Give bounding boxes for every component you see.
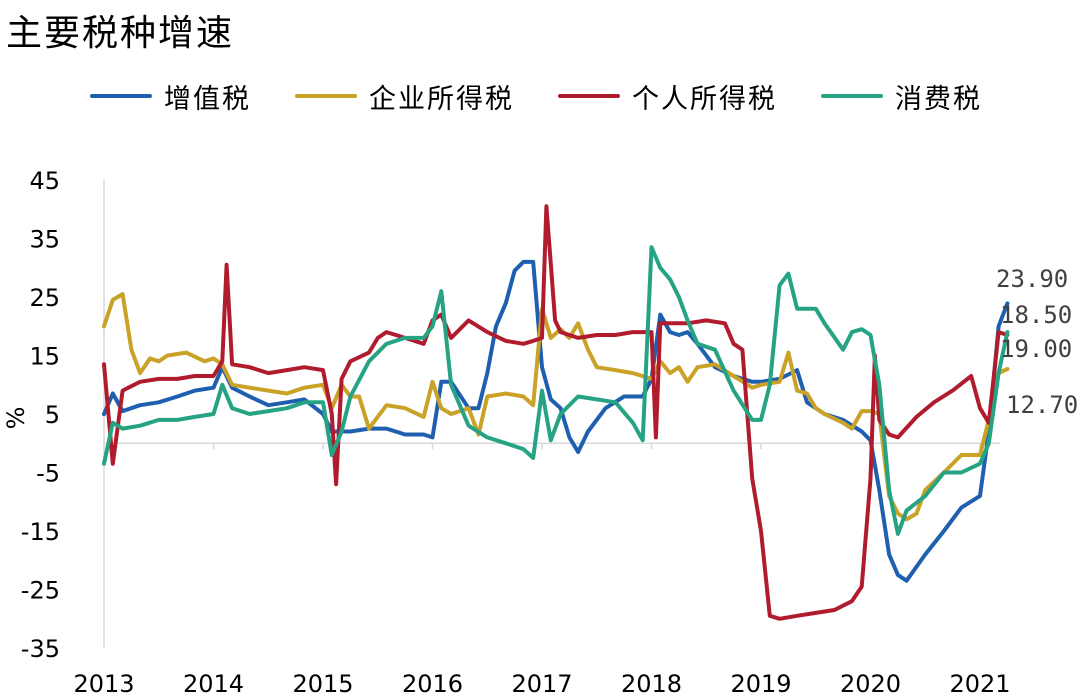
legend-item-personal-tax: 个人所得税 (558, 77, 777, 116)
series-line-0 (102, 259, 1010, 583)
legend-label-consumption-tax: 消费税 (895, 83, 982, 115)
y-tick-label: 25 (29, 284, 60, 312)
legend-swatch-consumption-tax (821, 94, 883, 98)
y-axis-label: % (2, 407, 30, 430)
chart-legend: 增值税 企业所得税 个人所得税 消费税 (90, 76, 1026, 116)
legend-item-consumption-tax: 消费税 (821, 77, 982, 116)
legend-label-corporate-tax: 企业所得税 (369, 83, 514, 115)
legend-label-vat: 增值税 (164, 83, 251, 115)
x-tick-label: 2020 (840, 670, 901, 698)
x-tick-label: 2013 (73, 670, 134, 698)
x-tick-label: 2014 (183, 670, 244, 698)
x-tick-label: 2018 (621, 670, 682, 698)
x-tick-label: 2017 (511, 670, 572, 698)
y-tick-label: -25 (21, 577, 60, 605)
x-tick-label: 2021 (949, 670, 1010, 698)
legend-label-personal-tax: 个人所得税 (632, 83, 777, 115)
y-tick-label: -35 (21, 635, 60, 663)
end-label-0: 23.90 (996, 265, 1068, 293)
legend-item-vat: 增值税 (90, 77, 251, 116)
y-tick-label: 15 (29, 343, 60, 371)
chart-title: 主要税种增速 (6, 13, 235, 54)
y-tick-label: 35 (29, 226, 60, 254)
end-label-2: 19.00 (1000, 335, 1072, 363)
x-tick-label: 2016 (402, 670, 463, 698)
legend-swatch-personal-tax (558, 94, 620, 98)
legend-swatch-vat (90, 94, 152, 98)
y-tick-label: -5 (36, 460, 60, 488)
chart-axes: 45 35 25 15 5 -5 -15 -25 -35% 2013 2014 2015 2016 201… (2, 167, 1011, 698)
legend-swatch-corporate-tax (295, 94, 357, 98)
end-label-1: 18.50 (1000, 301, 1072, 329)
y-tick-label: 5 (45, 401, 60, 429)
series-line-2 (102, 204, 1010, 621)
end-label-3: 12.70 (1006, 391, 1078, 419)
x-tick-label: 2015 (292, 670, 353, 698)
end-labels-layer: 23.90 18.50 19.00 12.70 (996, 265, 1078, 419)
y-tick-label: -15 (21, 518, 60, 546)
x-tick-label: 2019 (730, 670, 791, 698)
y-tick-label: 45 (29, 167, 60, 195)
legend-item-corporate-tax: 企业所得税 (295, 77, 514, 116)
series-line-3 (102, 245, 1010, 536)
series-layer (102, 204, 1010, 621)
